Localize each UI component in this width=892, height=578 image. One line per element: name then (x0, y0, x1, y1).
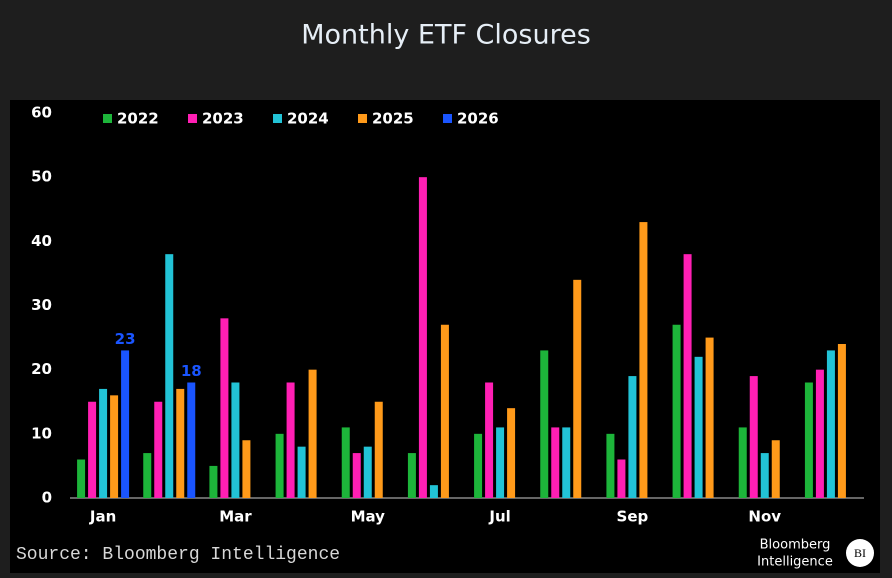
bar (407, 453, 416, 498)
x-tick-label: May (351, 508, 386, 526)
chart-title: Monthly ETF Closures (301, 20, 591, 51)
legend-label: 2024 (287, 110, 329, 128)
legend-swatch (358, 114, 367, 123)
y-tick-label: 30 (31, 296, 52, 314)
bar (639, 222, 648, 499)
legend-label: 2026 (457, 110, 499, 128)
legend-swatch (188, 114, 197, 123)
x-tick-label: Nov (748, 508, 781, 526)
y-tick-label: 0 (42, 489, 52, 507)
y-tick-label: 60 (31, 104, 52, 122)
bar (496, 427, 505, 498)
bar (165, 254, 174, 498)
legend-label: 2025 (372, 110, 414, 128)
bar (617, 459, 626, 498)
logo-text: Bloomberg (760, 538, 831, 553)
logo-mark: BI (854, 546, 866, 560)
y-tick-label: 40 (31, 232, 52, 250)
bar (110, 395, 119, 498)
bar (551, 427, 560, 498)
bar (143, 453, 152, 498)
y-tick-label: 20 (31, 360, 52, 378)
bar (771, 440, 780, 498)
legend-label: 2023 (202, 110, 244, 128)
bar (363, 446, 372, 498)
bar (77, 459, 86, 498)
bar (628, 376, 637, 498)
bar (220, 318, 229, 498)
legend-swatch (443, 114, 452, 123)
bar (242, 440, 251, 498)
bar (286, 382, 295, 498)
bar (606, 433, 615, 498)
bar (672, 324, 681, 498)
x-tick-label: Jul (488, 508, 510, 526)
bar (187, 382, 196, 498)
y-tick-label: 50 (31, 168, 52, 186)
legend-swatch (273, 114, 282, 123)
bar (540, 350, 549, 498)
x-tick-label: Jan (89, 508, 116, 526)
y-tick-label: 10 (31, 424, 52, 442)
logo-text: Intelligence (757, 555, 833, 570)
bar (418, 177, 427, 498)
bar (694, 356, 703, 498)
x-tick-label: Mar (219, 508, 252, 526)
bar (474, 433, 483, 498)
bar (352, 453, 361, 498)
bar (760, 453, 769, 498)
bar (275, 433, 284, 498)
legend-label: 2022 (117, 110, 159, 128)
x-tick-label: Sep (617, 508, 649, 526)
bar (297, 446, 306, 498)
bar (440, 324, 449, 498)
logo-circle (846, 539, 874, 567)
bar (176, 388, 185, 498)
bar (507, 408, 516, 498)
bar (485, 382, 494, 498)
bar (374, 401, 383, 498)
bar (804, 382, 813, 498)
bar (815, 369, 824, 498)
bar (99, 388, 108, 498)
bar (683, 254, 692, 498)
bar (209, 465, 218, 498)
legend-swatch (103, 114, 112, 123)
bar (738, 427, 747, 498)
bar (341, 427, 350, 498)
source: Source: Bloomberg Intelligence (16, 545, 340, 565)
bar (88, 401, 97, 498)
bar (154, 401, 163, 498)
bar (562, 427, 571, 498)
bar (308, 369, 317, 498)
bar (749, 376, 758, 498)
data-label: 18 (181, 362, 202, 380)
data-label: 23 (115, 330, 136, 348)
bar (705, 337, 714, 498)
bar (429, 485, 438, 498)
bar (121, 350, 130, 498)
bar (837, 344, 846, 498)
bar (231, 382, 240, 498)
bar (826, 350, 835, 498)
bar (573, 279, 582, 498)
